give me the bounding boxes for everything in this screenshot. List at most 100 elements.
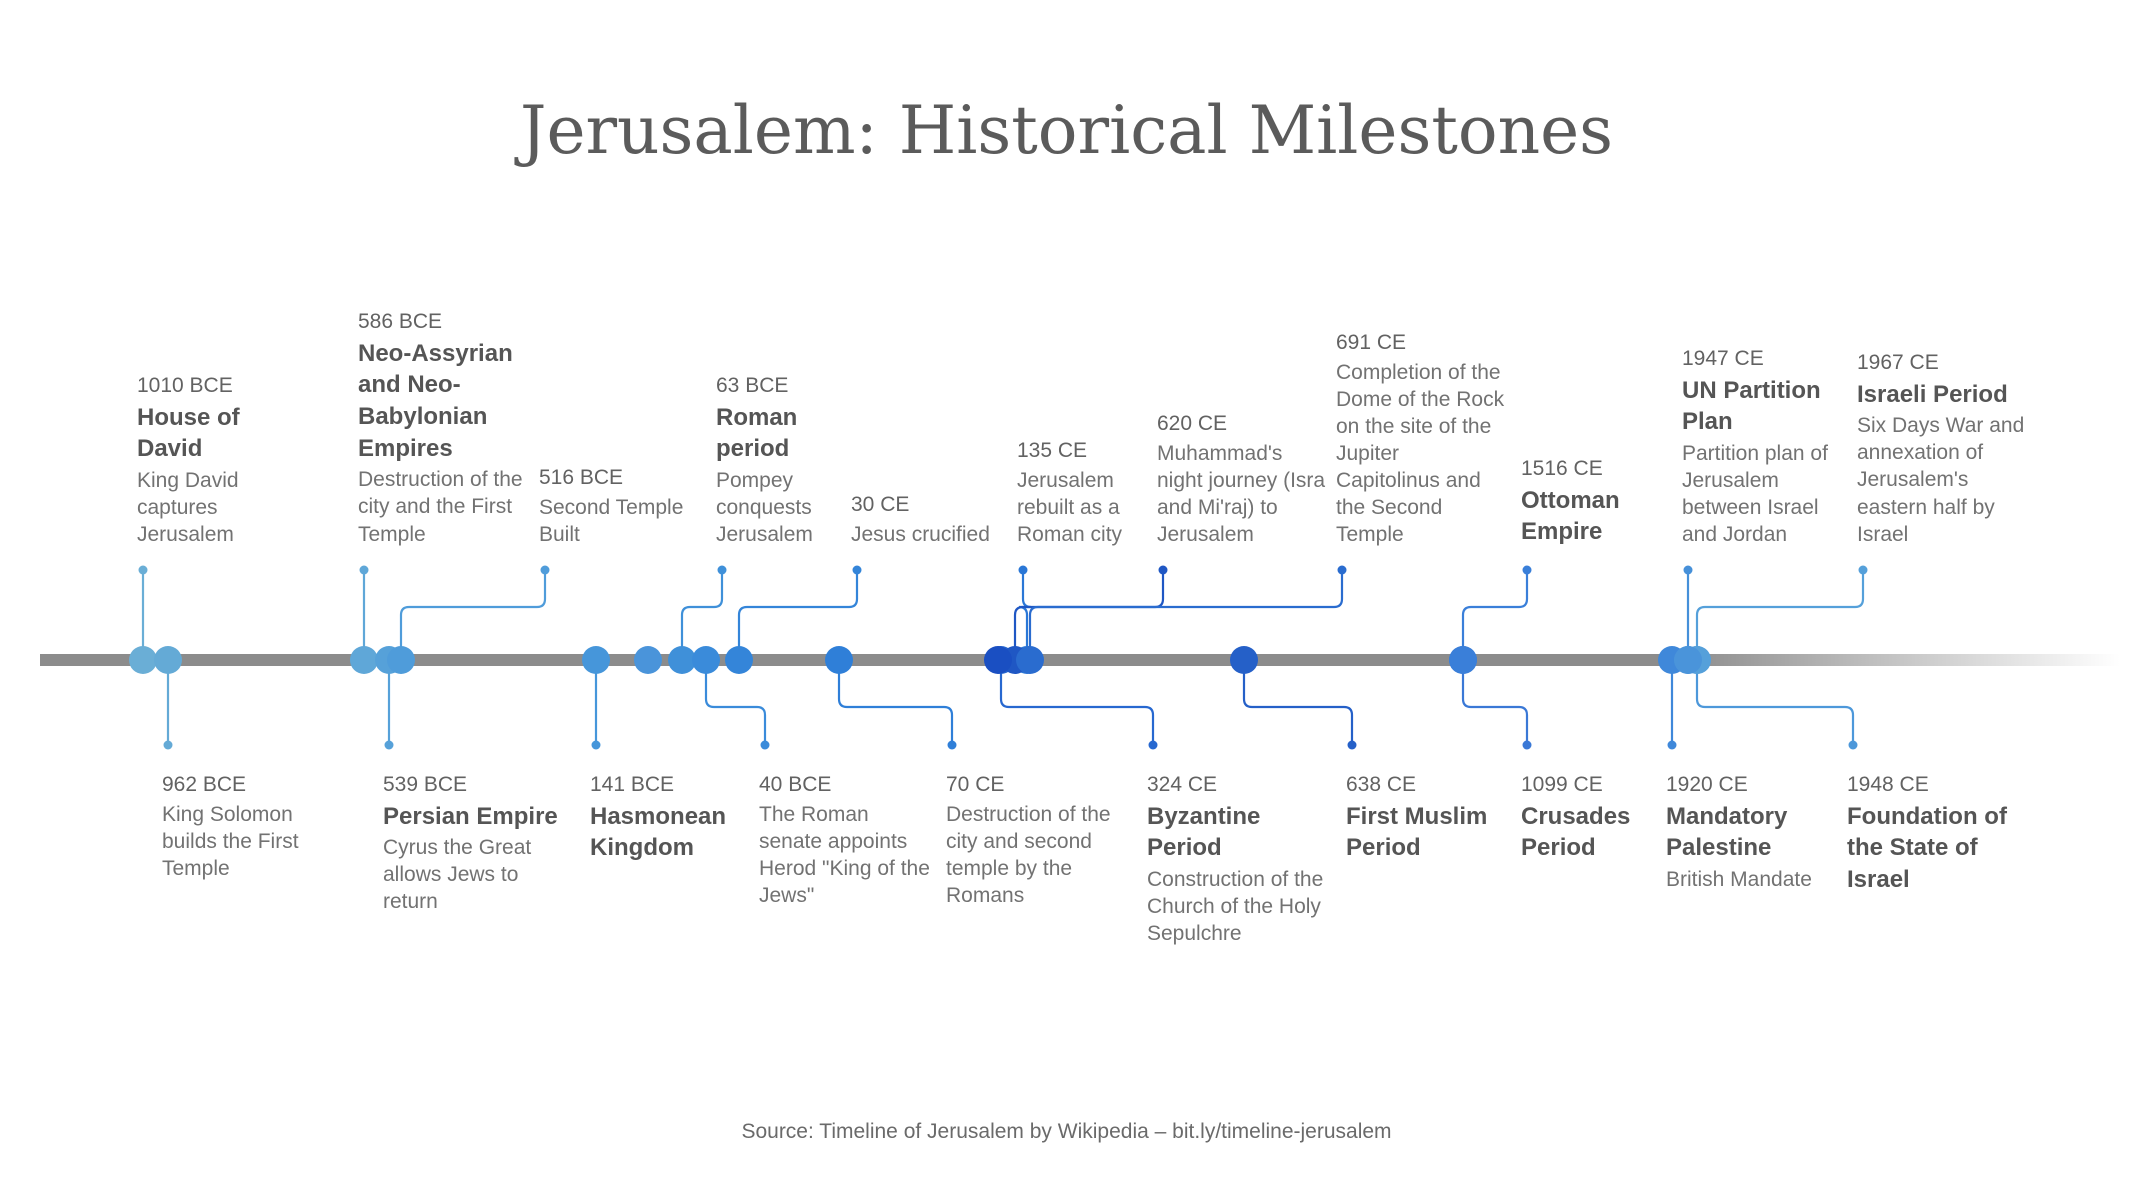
- event-description: Muhammad's night journey (Isra and Mi'ra…: [1157, 441, 1326, 546]
- event-name: Roman period: [716, 403, 798, 463]
- event-date: 691 CE: [1336, 331, 1407, 354]
- event-date: 63 BCE: [716, 374, 789, 397]
- event-marker[interactable]: [668, 646, 696, 674]
- connector-line: [1461, 570, 1529, 660]
- event-date: 40 BCE: [759, 773, 832, 796]
- event-name: Persian Empire: [383, 802, 558, 830]
- event-label: 1947 CE UN Partition Plan Partition plan o…: [1682, 346, 1842, 548]
- connector-endpoint: [384, 740, 394, 750]
- connector-endpoint: [1337, 565, 1347, 575]
- connector-endpoint: [1683, 565, 1693, 575]
- connector-endpoint: [1018, 565, 1028, 575]
- event-label: 620 CE Muhammad's night journey (Isra and…: [1157, 411, 1327, 548]
- event-marker[interactable]: [725, 646, 753, 674]
- source-note: Source: Timeline of Jerusalem by Wikiped…: [741, 1120, 1392, 1143]
- event-label: 141 BCE Hasmonean Kingdom: [590, 772, 750, 864]
- event-label: 1099 CE Crusades Period: [1521, 772, 1651, 864]
- connector-line: [1028, 570, 1344, 660]
- event-date: 135 CE: [1017, 439, 1088, 462]
- connector-endpoint: [163, 740, 173, 750]
- event-description: Jerusalem rebuilt as a Roman city: [1017, 468, 1123, 546]
- event-marker[interactable]: [154, 646, 182, 674]
- event-label: 1967 CE Israeli Period Six Days War and an…: [1857, 350, 2032, 548]
- event-label: 1010 BCE House of David King David capture…: [137, 373, 287, 548]
- event-label: 1920 CE Mandatory Palestine British Mandat…: [1666, 772, 1846, 893]
- connector-line: [837, 660, 954, 745]
- event-description: Destruction of the city and the First Te…: [358, 468, 523, 546]
- connector-endpoint: [1522, 740, 1532, 750]
- event-date: 30 CE: [851, 493, 910, 516]
- event-marker[interactable]: [825, 646, 853, 674]
- event-date: 70 CE: [946, 773, 1005, 796]
- cluster-marker: [634, 646, 662, 674]
- event-name: Byzantine Period: [1147, 802, 1261, 862]
- event-date: 539 BCE: [383, 773, 468, 796]
- connector-endpoint: [1148, 740, 1158, 750]
- event-marker[interactable]: [1449, 646, 1477, 674]
- event-description: King David captures Jerusalem: [137, 469, 239, 547]
- event-date: 1920 CE: [1666, 773, 1748, 796]
- event-name: House of David: [137, 403, 240, 463]
- event-label: 962 BCE King Solomon builds the First Tem…: [162, 772, 332, 882]
- event-label: 539 BCE Persian Empire Cyrus the Great all…: [383, 772, 568, 916]
- event-label: 638 CE First Muslim Period: [1346, 772, 1506, 864]
- event-date: 1967 CE: [1857, 351, 1939, 374]
- event-name: Hasmonean Kingdom: [590, 802, 727, 862]
- connector-endpoint: [717, 565, 727, 575]
- event-label: 70 CE Destruction of the city and second …: [946, 772, 1131, 909]
- connector-line: [704, 660, 767, 745]
- event-name: Neo-Assyrian and Neo-Babylonian Empires: [358, 339, 513, 462]
- event-label: 691 CE Completion of the Dome of the Rock…: [1336, 330, 1506, 548]
- connector-line: [1461, 660, 1529, 745]
- timeline-axis: [40, 654, 1680, 666]
- event-date: 1099 CE: [1521, 773, 1603, 796]
- event-description: Six Days War and annexation of Jerusalem…: [1857, 414, 2025, 546]
- connector-line: [1242, 660, 1354, 745]
- event-description: Destruction of the city and second templ…: [946, 802, 1111, 907]
- connector-endpoint: [1848, 740, 1858, 750]
- connector-line: [1695, 660, 1855, 745]
- connector-endpoint: [138, 565, 148, 575]
- connector-line: [399, 570, 547, 660]
- connector-endpoint: [591, 740, 601, 750]
- event-marker[interactable]: [582, 646, 610, 674]
- event-name: Israeli Period: [1857, 380, 2008, 408]
- event-description: Cyrus the Great allows Jews to return: [383, 836, 532, 914]
- event-date: 962 BCE: [162, 773, 247, 796]
- event-date: 141 BCE: [590, 773, 675, 796]
- event-marker[interactable]: [129, 646, 157, 674]
- connector-line: [999, 660, 1155, 745]
- event-date: 1516 CE: [1521, 457, 1603, 480]
- event-marker[interactable]: [1016, 646, 1044, 674]
- connector-endpoint: [1667, 740, 1677, 750]
- event-label: 1948 CE Foundation of the State of Israel: [1847, 772, 2027, 896]
- event-name: Ottoman Empire: [1521, 486, 1620, 546]
- event-label: 40 BCE The Roman senate appoints Herod "K…: [759, 772, 934, 909]
- event-description: King Solomon builds the First Temple: [162, 802, 299, 880]
- event-name: Mandatory Palestine: [1666, 802, 1788, 862]
- connector-line: [737, 570, 859, 660]
- event-label: 135 CE Jerusalem rebuilt as a Roman city: [1017, 438, 1147, 548]
- timeline-axis-fade: [1680, 654, 2120, 666]
- event-marker[interactable]: [692, 646, 720, 674]
- event-label: 1516 CE Ottoman Empire: [1521, 456, 1651, 548]
- event-marker[interactable]: [1230, 646, 1258, 674]
- event-description: Jesus crucified: [851, 522, 990, 546]
- event-description: Second Temple Built: [539, 495, 684, 546]
- event-name: UN Partition Plan: [1682, 376, 1821, 436]
- connector-endpoint: [359, 565, 369, 575]
- cluster-marker: [984, 646, 1012, 674]
- event-marker[interactable]: [350, 646, 378, 674]
- event-marker[interactable]: [387, 646, 415, 674]
- connector-endpoint: [540, 565, 550, 575]
- event-name: First Muslim Period: [1346, 802, 1488, 862]
- event-description: Completion of the Dome of the Rock on th…: [1336, 360, 1505, 547]
- connector-endpoint: [947, 740, 957, 750]
- event-description: Construction of the Church of the Holy S…: [1147, 868, 1324, 946]
- event-label: 324 CE Byzantine Period Construction of th…: [1147, 772, 1332, 947]
- event-date: 516 BCE: [539, 466, 624, 489]
- connector-endpoint: [852, 565, 862, 575]
- event-date: 324 CE: [1147, 773, 1218, 796]
- event-description: The Roman senate appoints Herod "King of…: [759, 802, 930, 907]
- event-name: Crusades Period: [1521, 802, 1631, 862]
